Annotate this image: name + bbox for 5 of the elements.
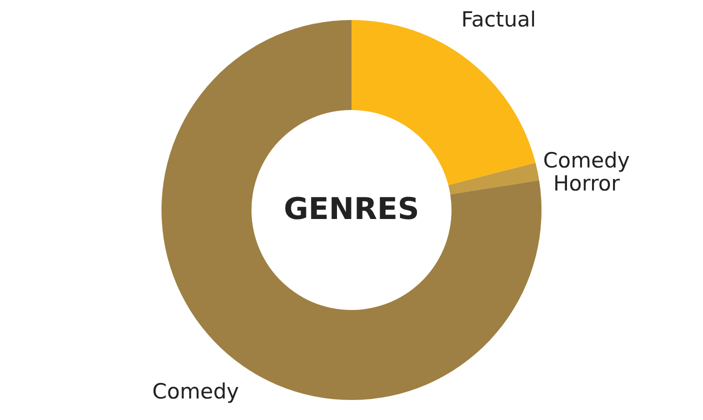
slice-label: Comedy <box>152 379 239 404</box>
slice-label: Factual <box>461 7 536 32</box>
donut-slice <box>448 162 540 194</box>
text: GENRES <box>284 192 420 227</box>
slice-label: Comedy Horror <box>543 148 630 196</box>
